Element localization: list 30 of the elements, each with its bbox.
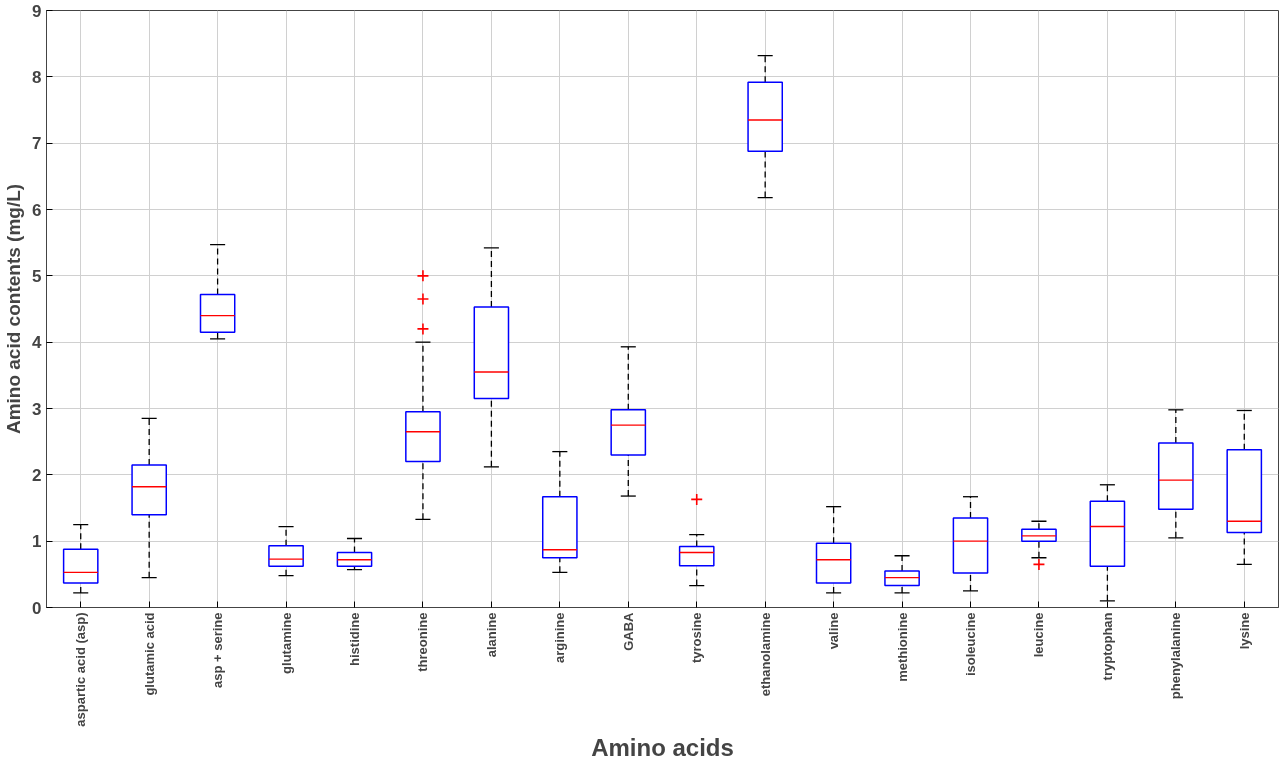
x-tick-label: asp + serine [210, 612, 226, 689]
y-axis-title: Amino acid contents (mg/L) [3, 183, 25, 435]
x-tick-label: glutamine [278, 612, 294, 674]
x-tick-label: tyrosine [689, 612, 705, 664]
y-tick-label: 8 [32, 67, 42, 87]
x-tick-label: tryptophan [1099, 612, 1115, 681]
x-tick-label: histidine [347, 612, 362, 666]
y-tick-label: 6 [32, 200, 42, 220]
y-tick-label: 0 [32, 598, 42, 618]
y-tick-label: 3 [32, 399, 42, 419]
x-tick-label: valine [826, 612, 842, 650]
y-tick-label: 5 [32, 266, 42, 286]
x-tick-label: isoleucine [963, 612, 978, 677]
x-tick-label: lysine [1236, 612, 1252, 650]
x-tick-label: glutamic acid [141, 612, 157, 696]
y-tick-label: 1 [32, 532, 42, 552]
x-tick-label: phenylalanine [1168, 612, 1184, 700]
y-tick-label: 4 [32, 333, 43, 353]
x-tick-label: leucine [1031, 612, 1047, 658]
x-tick-label: aspartic acid (asp) [73, 612, 89, 727]
x-tick-label: alanine [483, 612, 499, 658]
y-tick-label: 7 [32, 134, 42, 154]
y-tick-label: 2 [32, 465, 42, 485]
x-tick-label: GABA [620, 611, 636, 651]
x-tick-label: arginine [552, 612, 568, 664]
x-tick-label: ethanolamine [757, 612, 773, 697]
x-tick-label: threonine [415, 612, 431, 672]
y-tick-label: 9 [32, 1, 42, 21]
x-axis-title: Amino acids [591, 733, 734, 761]
x-tick-label: methionine [894, 612, 910, 682]
